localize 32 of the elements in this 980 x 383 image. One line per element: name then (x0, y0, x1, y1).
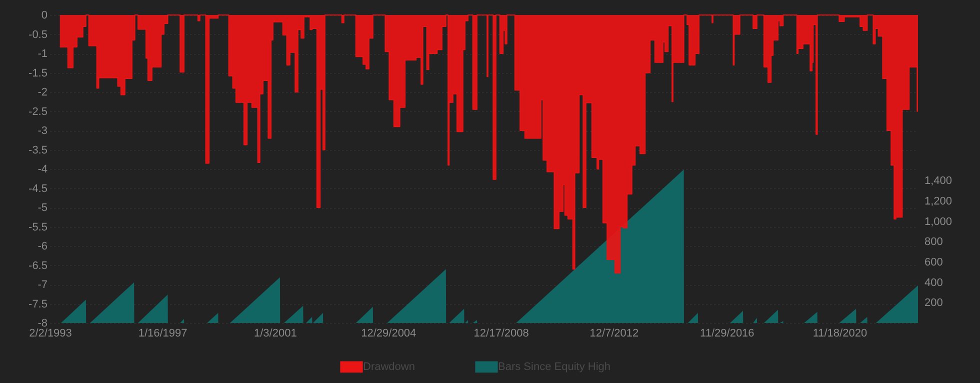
y-tick-label: -1 (38, 48, 48, 60)
y-tick-label: 0 (41, 10, 48, 22)
y-tick-label: -2 (38, 86, 48, 98)
y2-tick-label: 800 (924, 236, 943, 248)
y-tick-label: -6 (38, 240, 48, 252)
y-tick-label: -4.5 (28, 182, 48, 195)
y2-tick-label: 200 (924, 297, 943, 310)
y-tick-label: -3 (38, 125, 48, 137)
y-tick-label: -5.5 (28, 221, 48, 234)
x-tick-label: 11/29/2016 (700, 328, 754, 340)
y-tick-label: -5 (38, 202, 48, 214)
y2-tick-label: 400 (924, 276, 943, 289)
x-tick-label: 1/16/1997 (138, 328, 188, 340)
y-tick-label: -7.5 (28, 298, 48, 310)
x-tick-label: 12/17/2008 (474, 328, 529, 340)
y-tick-label: -6.5 (28, 260, 48, 272)
x-tick-label: 2/2/1993 (29, 328, 72, 340)
x-tick-label: 12/29/2004 (361, 328, 416, 340)
x-tick-label: 12/7/2012 (590, 328, 639, 340)
y-tick-label: -8 (38, 318, 48, 330)
x-tick-label: 1/3/2001 (254, 328, 297, 340)
x-tick-label: 11/18/2020 (812, 328, 868, 340)
y-tick-label: -1.5 (28, 67, 48, 80)
y2-tick-label: 600 (924, 256, 943, 269)
y-tick-label: -0.5 (28, 28, 48, 41)
y-tick-label: -2.5 (28, 106, 48, 118)
y2-tick-label: 1,200 (924, 196, 952, 208)
y-tick-label: -7 (38, 279, 48, 291)
y2-tick-label: 1,400 (924, 175, 952, 188)
y2-tick-label: 1,000 (924, 216, 952, 228)
y-tick-label: -3.5 (28, 144, 48, 156)
y-tick-label: -4 (38, 164, 48, 176)
